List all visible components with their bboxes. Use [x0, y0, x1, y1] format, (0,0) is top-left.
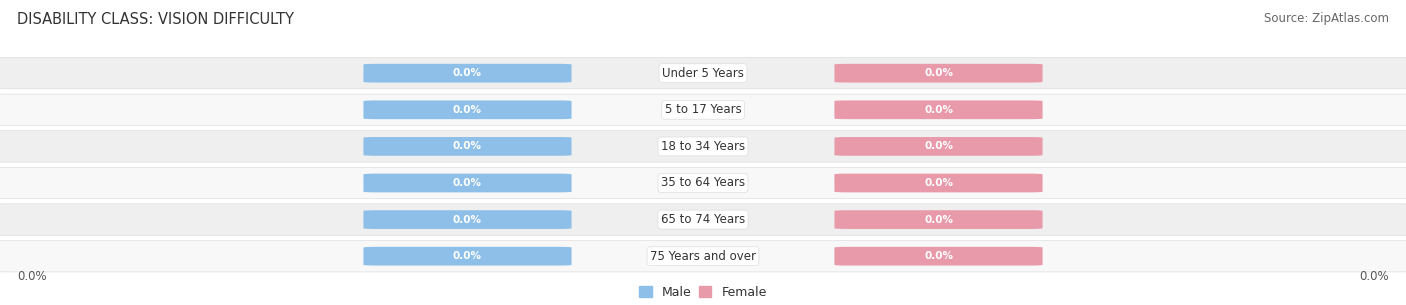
Text: 0.0%: 0.0%: [453, 142, 482, 151]
Text: 75 Years and over: 75 Years and over: [650, 250, 756, 263]
Text: 0.0%: 0.0%: [924, 142, 953, 151]
Legend: Male, Female: Male, Female: [640, 286, 766, 299]
FancyBboxPatch shape: [363, 137, 571, 156]
FancyBboxPatch shape: [0, 204, 1406, 235]
FancyBboxPatch shape: [363, 247, 571, 266]
Text: 0.0%: 0.0%: [924, 178, 953, 188]
Text: 18 to 34 Years: 18 to 34 Years: [661, 140, 745, 153]
Text: 0.0%: 0.0%: [924, 215, 953, 224]
Text: 0.0%: 0.0%: [453, 215, 482, 224]
FancyBboxPatch shape: [835, 247, 1043, 266]
Text: Under 5 Years: Under 5 Years: [662, 67, 744, 80]
Text: 0.0%: 0.0%: [453, 178, 482, 188]
FancyBboxPatch shape: [363, 64, 571, 83]
FancyBboxPatch shape: [0, 240, 1406, 272]
Text: 0.0%: 0.0%: [924, 68, 953, 78]
Text: 0.0%: 0.0%: [453, 105, 482, 115]
Text: 0.0%: 0.0%: [1360, 270, 1389, 283]
Text: 5 to 17 Years: 5 to 17 Years: [665, 103, 741, 116]
FancyBboxPatch shape: [835, 64, 1043, 83]
Text: 65 to 74 Years: 65 to 74 Years: [661, 213, 745, 226]
FancyBboxPatch shape: [363, 100, 571, 119]
FancyBboxPatch shape: [835, 174, 1043, 192]
FancyBboxPatch shape: [0, 167, 1406, 199]
Text: 0.0%: 0.0%: [453, 68, 482, 78]
Text: 0.0%: 0.0%: [453, 251, 482, 261]
Text: 0.0%: 0.0%: [924, 105, 953, 115]
FancyBboxPatch shape: [835, 100, 1043, 119]
FancyBboxPatch shape: [363, 210, 571, 229]
Text: DISABILITY CLASS: VISION DIFFICULTY: DISABILITY CLASS: VISION DIFFICULTY: [17, 12, 294, 27]
FancyBboxPatch shape: [363, 174, 571, 192]
FancyBboxPatch shape: [0, 94, 1406, 126]
FancyBboxPatch shape: [835, 210, 1043, 229]
FancyBboxPatch shape: [0, 57, 1406, 89]
FancyBboxPatch shape: [0, 131, 1406, 162]
FancyBboxPatch shape: [835, 137, 1043, 156]
Text: 0.0%: 0.0%: [17, 270, 46, 283]
Text: 35 to 64 Years: 35 to 64 Years: [661, 177, 745, 189]
Text: Source: ZipAtlas.com: Source: ZipAtlas.com: [1264, 12, 1389, 25]
Text: 0.0%: 0.0%: [924, 251, 953, 261]
